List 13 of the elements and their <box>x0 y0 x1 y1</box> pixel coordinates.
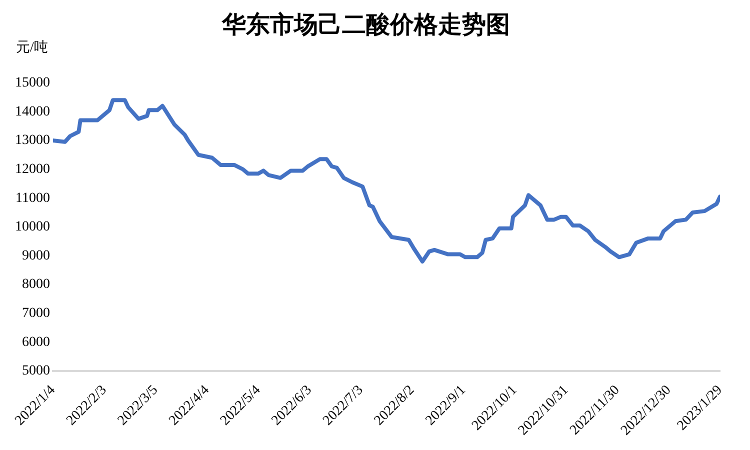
y-tick-label: 13000 <box>15 133 50 148</box>
y-tick-label: 14000 <box>15 104 50 120</box>
y-tick-label: 12000 <box>15 162 50 177</box>
y-tick-label: 5000 <box>22 364 50 379</box>
y-tick-label: 7000 <box>22 306 50 322</box>
y-tick-label: 9000 <box>22 248 50 264</box>
chart-title: 华东市场己二酸价格走势图 <box>221 12 510 39</box>
y-tick-label: 8000 <box>22 277 50 292</box>
y-tick-label: 11000 <box>16 190 50 206</box>
y-axis-title: 元/吨 <box>16 40 48 56</box>
y-tick-label: 10000 <box>15 220 50 235</box>
y-tick-label: 6000 <box>22 334 50 350</box>
y-tick-label: 15000 <box>15 75 50 90</box>
